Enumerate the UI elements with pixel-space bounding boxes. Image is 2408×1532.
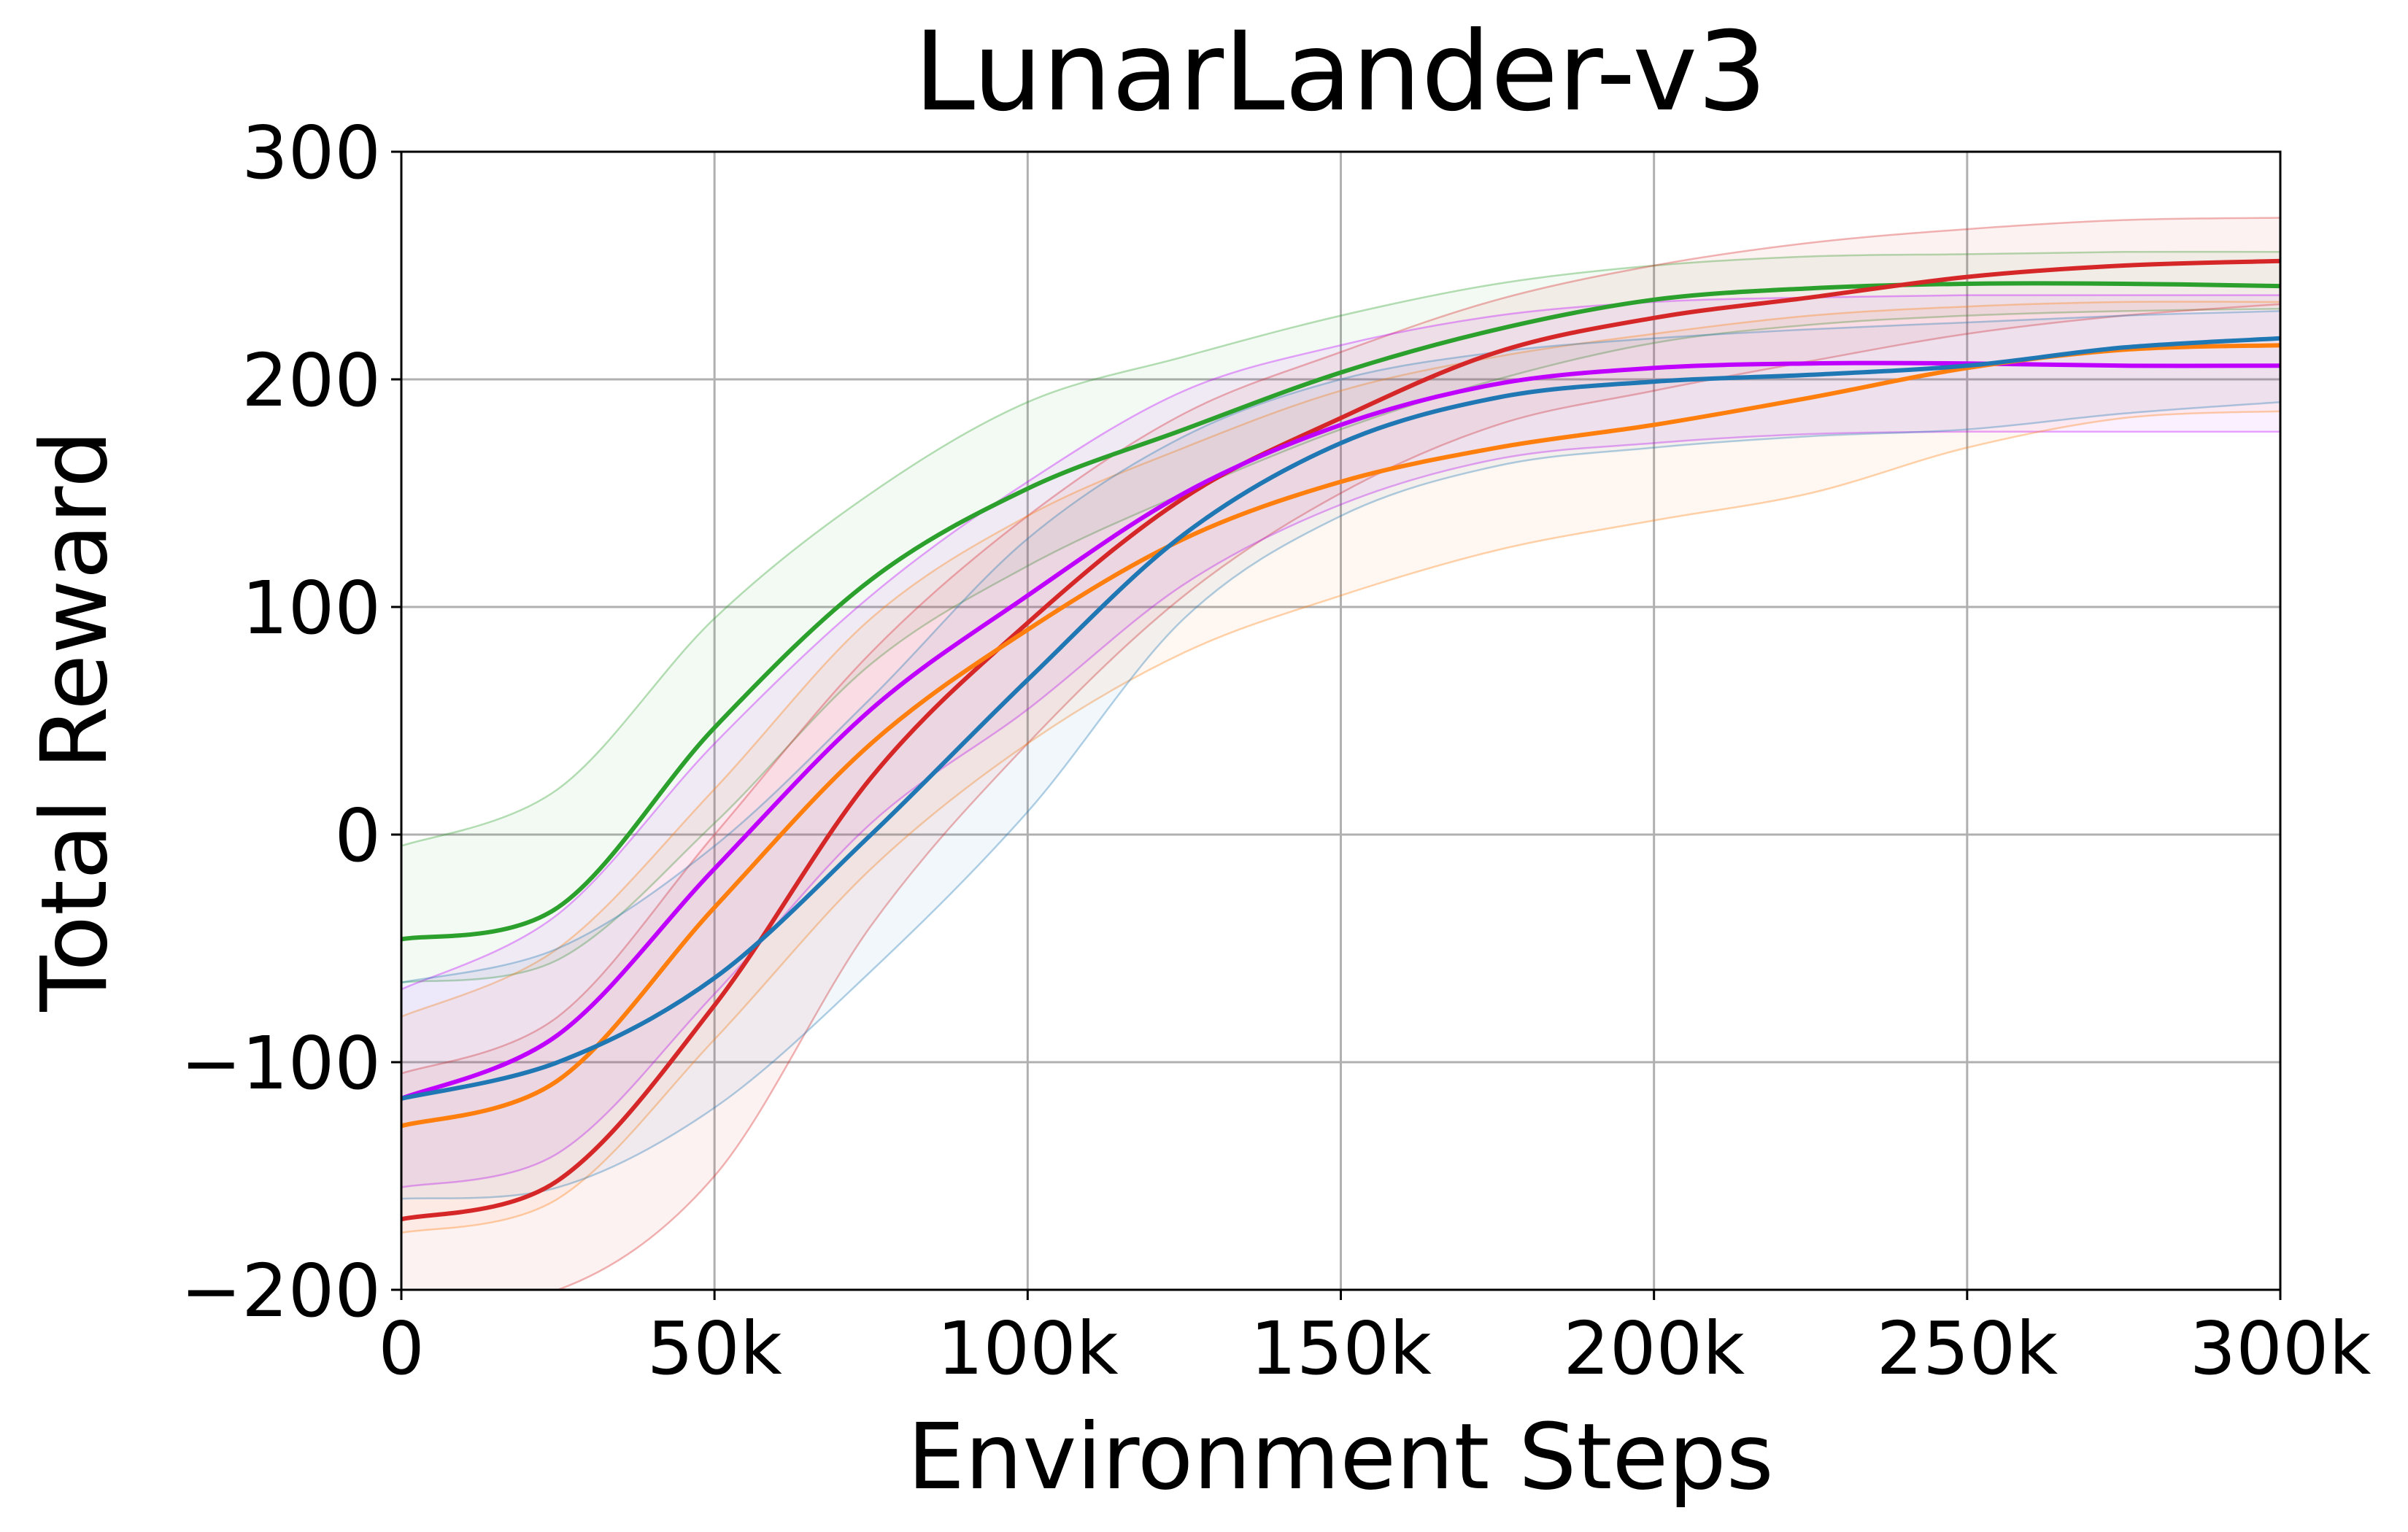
series-2-band-upper [401, 294, 2280, 991]
series-2-line [401, 360, 2280, 1101]
y-tick-label: 300 [242, 110, 381, 196]
y-tick-label: 0 [334, 793, 381, 878]
series-1-band-upper [401, 217, 2280, 1075]
y-tick-label: 100 [242, 565, 381, 651]
series-3-band [401, 301, 2280, 1233]
x-tick-label: 200k [1563, 1306, 1745, 1391]
series-0-line [401, 281, 2280, 942]
series-0-band-upper [401, 250, 2280, 847]
series-lines [401, 258, 2280, 1222]
series-4-line [401, 336, 2280, 1101]
series-1-band-lower [401, 303, 2280, 1290]
series-3-band-upper [401, 301, 2280, 1018]
series-3-band-lower [401, 410, 2280, 1234]
x-tick-label: 50k [647, 1306, 782, 1391]
x-tick-label: 0 [378, 1306, 425, 1391]
series-0-band-lower [401, 308, 2280, 984]
x-axis-label: Environment Steps [907, 1404, 1774, 1510]
confidence-bands [401, 217, 2280, 1290]
x-tick-label: 300k [2190, 1306, 2372, 1391]
y-axis-label: Total Reward [22, 430, 128, 1012]
series-4-band [401, 311, 2280, 1199]
x-tick-label: 250k [1876, 1306, 2058, 1391]
chart-title: LunarLander-v3 [914, 9, 1767, 136]
series-2-band [401, 295, 2280, 1188]
series-4-band-lower [401, 401, 2280, 1200]
series-3-line [401, 343, 2280, 1129]
x-tick-label: 100k [937, 1306, 1119, 1391]
series-1-band [401, 217, 2280, 1290]
axis-ticks: 0 50k 100k 150k 200k 250k 300k −200 −100 0 100 200 3… [180, 110, 2371, 1391]
y-tick-label: 200 [242, 338, 381, 423]
series-0-band [401, 252, 2280, 983]
series-2-band-lower [401, 430, 2280, 1188]
series-4-band-upper [401, 310, 2280, 984]
y-tick-label: −200 [180, 1248, 381, 1334]
x-tick-label: 150k [1250, 1306, 1432, 1391]
y-tick-label: −100 [180, 1021, 381, 1106]
